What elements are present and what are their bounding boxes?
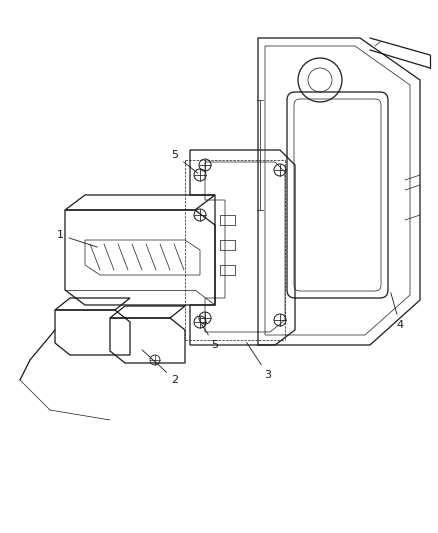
Text: 4: 4 [391,293,403,330]
Text: 5: 5 [201,324,219,350]
Text: 1: 1 [57,230,97,247]
Text: 3: 3 [247,342,272,380]
Text: 2: 2 [142,350,179,385]
Text: 5: 5 [172,150,198,173]
